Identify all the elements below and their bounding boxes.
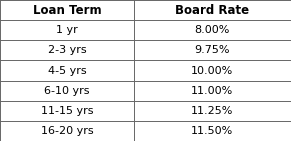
Text: 11.50%: 11.50% (191, 126, 234, 136)
Text: 8.00%: 8.00% (195, 25, 230, 35)
Text: 6-10 yrs: 6-10 yrs (44, 86, 90, 96)
Text: 10.00%: 10.00% (191, 66, 234, 75)
Text: 9.75%: 9.75% (195, 45, 230, 55)
Text: 2-3 yrs: 2-3 yrs (48, 45, 86, 55)
Text: Loan Term: Loan Term (33, 4, 101, 17)
Text: 11.00%: 11.00% (191, 86, 234, 96)
Text: 1 yr: 1 yr (56, 25, 78, 35)
Text: 16-20 yrs: 16-20 yrs (41, 126, 93, 136)
Text: 11.25%: 11.25% (191, 106, 234, 116)
Text: 11-15 yrs: 11-15 yrs (41, 106, 93, 116)
Text: Board Rate: Board Rate (175, 4, 249, 17)
Text: 4-5 yrs: 4-5 yrs (48, 66, 86, 75)
